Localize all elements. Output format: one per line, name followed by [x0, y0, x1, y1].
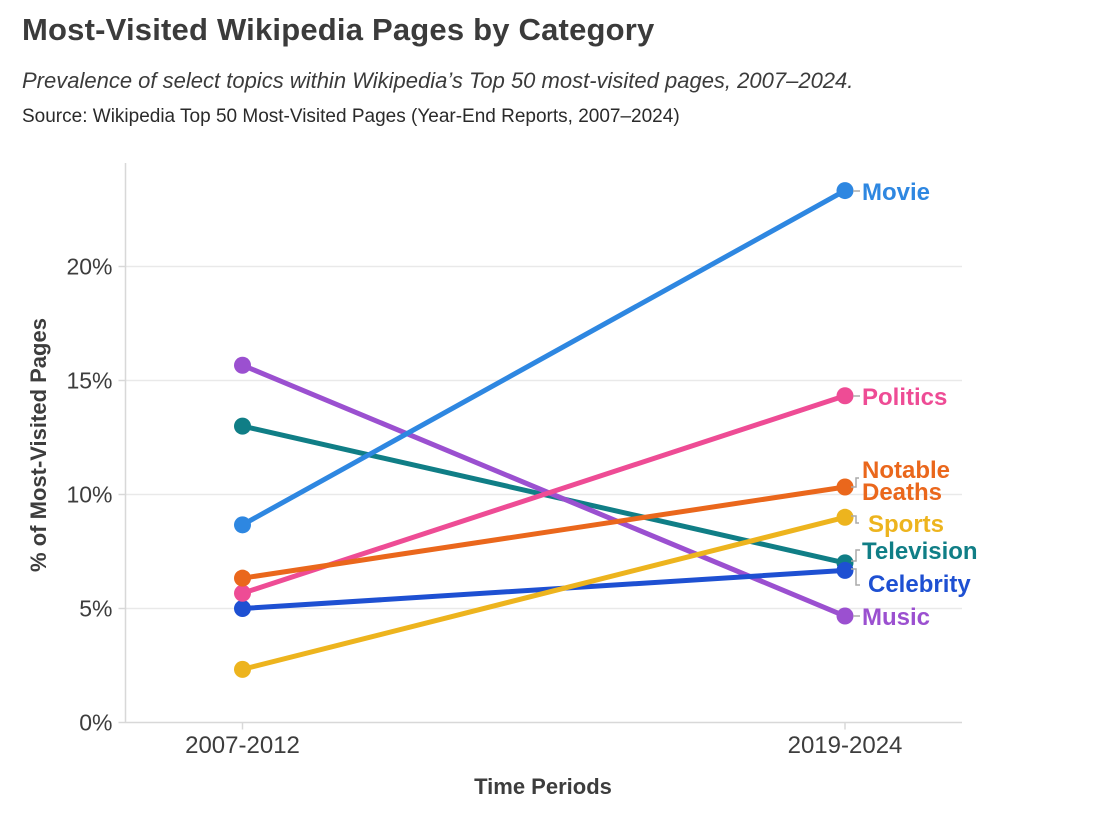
series-label-sports: Sports	[868, 511, 944, 538]
series-dot-start-notable-deaths	[234, 569, 251, 587]
series-line-politics	[240, 393, 848, 596]
series-dot-start-sports	[234, 660, 251, 678]
series-dot-end-notable-deaths	[836, 478, 854, 496]
series-label-television: Television	[862, 538, 978, 565]
series-label-politics: Politics	[862, 384, 947, 411]
series-dot-end-music	[836, 607, 854, 625]
y-tick-label: 15%	[66, 368, 112, 394]
series-dot-end-celebrity	[836, 561, 854, 579]
y-axis-title: % of Most-Visited Pages	[26, 318, 51, 572]
leader-line-celebrity	[851, 568, 860, 586]
series-line-sports	[240, 514, 848, 672]
y-tick-label: 20%	[66, 254, 112, 280]
chart-title: Most-Visited Wikipedia Pages by Category	[22, 12, 655, 47]
y-tick-label: 5%	[79, 596, 112, 622]
series-dot-start-music	[234, 356, 251, 374]
chart-subtitle: Prevalence of select topics within Wikip…	[22, 68, 854, 93]
series-dot-end-politics	[836, 387, 854, 405]
series-line-notable-deaths	[240, 484, 848, 581]
leader-line-notable-deaths	[851, 477, 859, 488]
series-label-celebrity: Celebrity	[868, 571, 971, 598]
series-line-movie	[240, 188, 848, 528]
series-dot-start-politics	[234, 584, 251, 602]
series-label-notable-deaths: Notable	[862, 457, 950, 484]
series-dot-start-celebrity	[234, 600, 251, 617]
series-label-music: Music	[862, 604, 930, 631]
leader-line-television	[851, 549, 860, 562]
series-label-movie: Movie	[862, 179, 930, 206]
series-dot-start-television	[234, 417, 251, 435]
leader-line-sports	[851, 515, 859, 524]
x-axis-title: Time Periods	[474, 774, 612, 799]
y-tick-label: 0%	[79, 710, 112, 736]
chart-source: Source: Wikipedia Top 50 Most-Visited Pa…	[22, 106, 680, 127]
x-tick-label: 2007-2012	[185, 732, 300, 759]
series-label-notable-deaths: Deaths	[862, 479, 942, 506]
series-dot-start-movie	[234, 516, 251, 534]
y-tick-label: 10%	[66, 482, 112, 508]
x-tick-label: 2019-2024	[788, 732, 903, 759]
series-line-celebrity	[240, 567, 848, 611]
series-dot-end-movie	[836, 182, 854, 200]
series-dot-end-sports	[836, 508, 854, 526]
series-line-music	[240, 362, 848, 619]
